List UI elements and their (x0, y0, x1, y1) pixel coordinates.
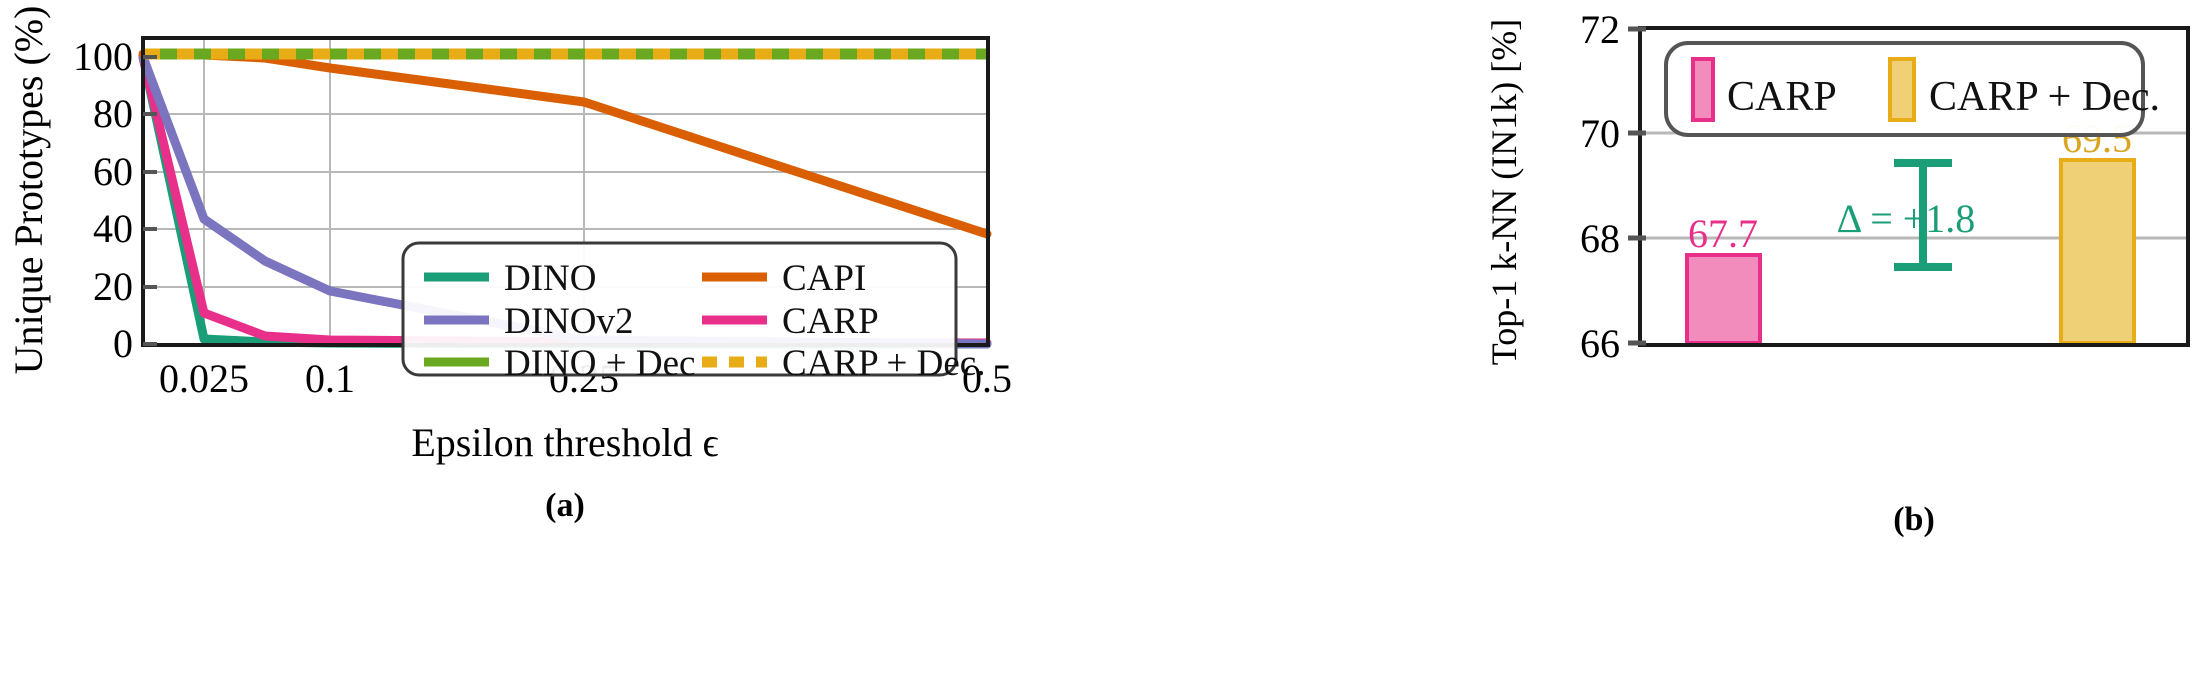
bar-carp-dec (2059, 158, 2136, 345)
legend-label-carp: CARP (782, 301, 879, 342)
panel-a-svg: Unique Prototypes (%) (6, 6, 1012, 524)
ytick-68: 68 (1580, 216, 1620, 261)
legend-label-b-carp-dec: CARP + Dec. (1929, 74, 2160, 120)
legend-label-dino-dec: DINO + Dec (504, 343, 695, 384)
panel-b-legend[interactable]: CARP CARP + Dec. (1664, 41, 2160, 137)
ytick-80: 80 (93, 91, 133, 136)
panel-a-ylabel: Unique Prototypes (%) (6, 6, 51, 375)
delta-indicator (1894, 159, 1952, 271)
panel-a-yticks (143, 55, 157, 346)
ytick-20: 20 (93, 264, 133, 309)
ytick-72: 72 (1580, 7, 1620, 52)
legend-label-carp-dec: CARP + Dec. (782, 343, 985, 384)
ytick-40: 40 (93, 206, 133, 251)
xtick-0025: 0.025 (159, 356, 249, 401)
panel-a-legend[interactable]: DINO CAPI DINOv2 CARP DINO + Dec CARP + … (401, 241, 985, 384)
ytick-60: 60 (93, 149, 133, 194)
bar-carp (1685, 253, 1762, 345)
legend-swatch-b-carp-dec (1888, 57, 1916, 122)
panel-b-ylabel: Top-1 k-NN (IN1k) [%] (1484, 19, 1524, 365)
panel-a-caption: (a) (545, 487, 585, 524)
panel-a-ytick-labels: 0 20 40 60 80 100 (73, 34, 133, 366)
legend-label-capi: CAPI (782, 258, 866, 299)
panel-b-bar-chart: Top-1 k-NN (IN1k) [%] (1100, 0, 2204, 694)
panel-b-caption: (b) (1893, 501, 1935, 538)
panel-b-axis-frame (1638, 26, 2190, 347)
xtick-01: 0.1 (305, 356, 355, 401)
ytick-66: 66 (1580, 321, 1620, 366)
panel-a-xtick-labels: 0.025 0.1 0.25 0.5 (159, 356, 1012, 401)
legend-swatch-b-carp (1691, 57, 1715, 122)
ytick-0: 0 (113, 321, 133, 366)
legend-box (401, 241, 958, 377)
xtick-05: 0.5 (962, 356, 1012, 401)
bar-value-label-carp: 67.7 (1688, 211, 1758, 256)
legend-label-b-carp: CARP (1727, 74, 1837, 120)
ytick-100: 100 (73, 34, 133, 79)
ytick-70: 70 (1580, 111, 1620, 156)
panel-a-xlabel: Epsilon threshold ϵ (411, 420, 718, 465)
legend-label-dinov2: DINOv2 (504, 301, 633, 342)
panel-a-line-chart: Unique Prototypes (%) (0, 0, 1100, 694)
panel-b-svg: Top-1 k-NN (IN1k) [%] (1484, 7, 2190, 538)
panel-b-ytick-labels: 66 68 70 72 (1580, 7, 1620, 366)
panel-b-yticks (1628, 26, 1646, 346)
delta-label: Δ = +1.8 (1837, 196, 1976, 241)
legend-label-dino: DINO (504, 258, 596, 299)
